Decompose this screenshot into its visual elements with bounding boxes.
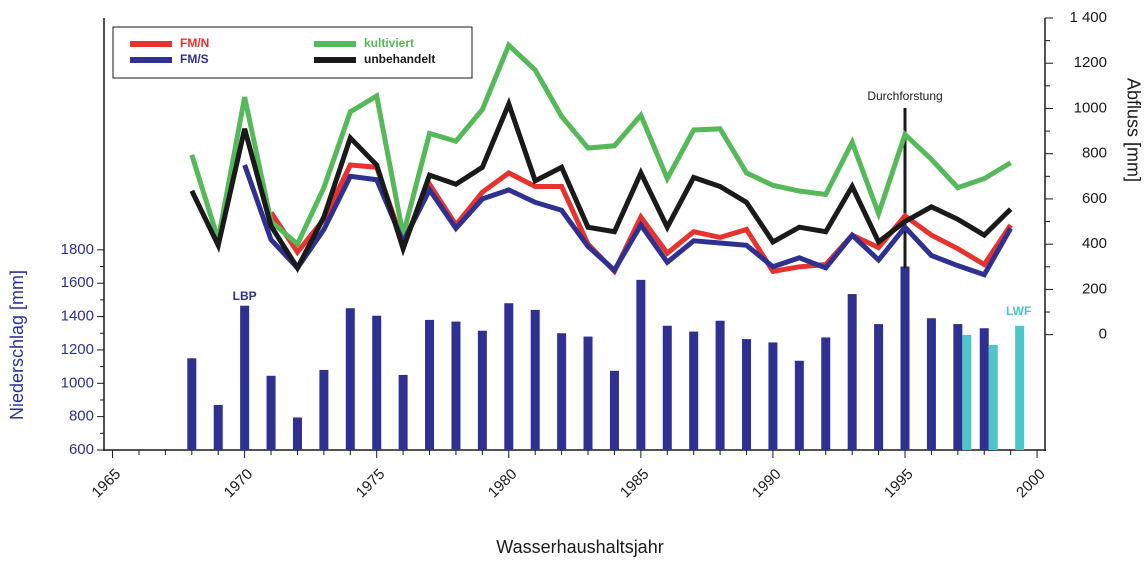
bar	[398, 374, 408, 450]
y2-tick-label: 1 400	[1069, 9, 1107, 26]
bar	[988, 344, 998, 450]
bar	[874, 324, 884, 450]
bar	[530, 309, 540, 450]
x-tick-label: 1975	[353, 466, 389, 502]
bar	[425, 319, 435, 450]
bar	[609, 370, 619, 450]
y-tick-label: 1400	[61, 308, 94, 325]
x-axis-title: Wasserhaushaltsjahr	[496, 537, 663, 557]
y2-tick-label: 600	[1082, 190, 1107, 207]
bar	[213, 404, 223, 450]
annotation: Durchforstung	[867, 89, 942, 103]
bar	[345, 308, 355, 450]
bar	[266, 375, 276, 450]
legend-label: kultiviert	[364, 36, 414, 50]
bar	[962, 334, 972, 450]
bar	[451, 321, 461, 450]
bar	[662, 325, 672, 450]
y-tick-label: 1800	[61, 241, 94, 258]
x-tick-label: 1970	[221, 466, 257, 502]
y-tick-label: 1600	[61, 274, 94, 291]
x-tick-label: 1990	[749, 466, 785, 502]
y-axis-title: Niederschlag [mm]	[7, 270, 27, 420]
legend-box	[112, 26, 473, 79]
bar	[292, 417, 302, 450]
line	[189, 40, 1012, 249]
y-tick-label: 600	[69, 441, 94, 458]
annotation: LBP	[233, 289, 257, 303]
x-tick-label: 1980	[485, 466, 521, 502]
bar	[504, 303, 514, 450]
x-tick-label: 1985	[617, 466, 653, 502]
bar	[372, 315, 382, 450]
y2-tick-label: 200	[1082, 280, 1107, 297]
bar	[821, 337, 831, 450]
bar	[636, 279, 646, 450]
bar	[742, 339, 752, 450]
y2-tick-label: 1200	[1074, 54, 1107, 71]
bar	[953, 324, 963, 450]
annotation: LWF	[1006, 304, 1031, 318]
bar	[900, 266, 910, 450]
line	[242, 164, 1013, 278]
y-tick-label: 1000	[61, 374, 94, 391]
y-tick-label: 1200	[61, 341, 94, 358]
bar	[477, 330, 487, 450]
bar	[979, 328, 989, 450]
legend-label: FM/S	[180, 52, 209, 66]
bar	[557, 333, 567, 450]
y2-tick-label: 800	[1082, 145, 1107, 162]
bar	[794, 360, 804, 450]
bar	[1015, 325, 1025, 450]
bar	[319, 369, 329, 450]
bar	[187, 358, 197, 450]
y2-tick-label: 0	[1099, 326, 1107, 343]
bar	[926, 318, 936, 450]
x-tick-label: 2000	[1013, 466, 1049, 502]
legend-label: unbehandelt	[364, 52, 435, 66]
bar	[583, 336, 593, 450]
bar	[240, 305, 250, 450]
legend-label: FM/N	[180, 36, 209, 50]
bar	[768, 342, 778, 450]
bar	[715, 320, 725, 450]
y2-tick-label: 1000	[1074, 99, 1107, 116]
y2-axis-title: Abfluss [mm]	[1123, 78, 1143, 182]
line	[189, 96, 1013, 273]
bar	[689, 331, 699, 450]
y-tick-label: 800	[69, 408, 94, 425]
x-tick-label: 1965	[89, 466, 125, 502]
y2-tick-label: 400	[1082, 235, 1107, 252]
x-tick-label: 1995	[881, 466, 917, 502]
bar	[847, 294, 857, 450]
